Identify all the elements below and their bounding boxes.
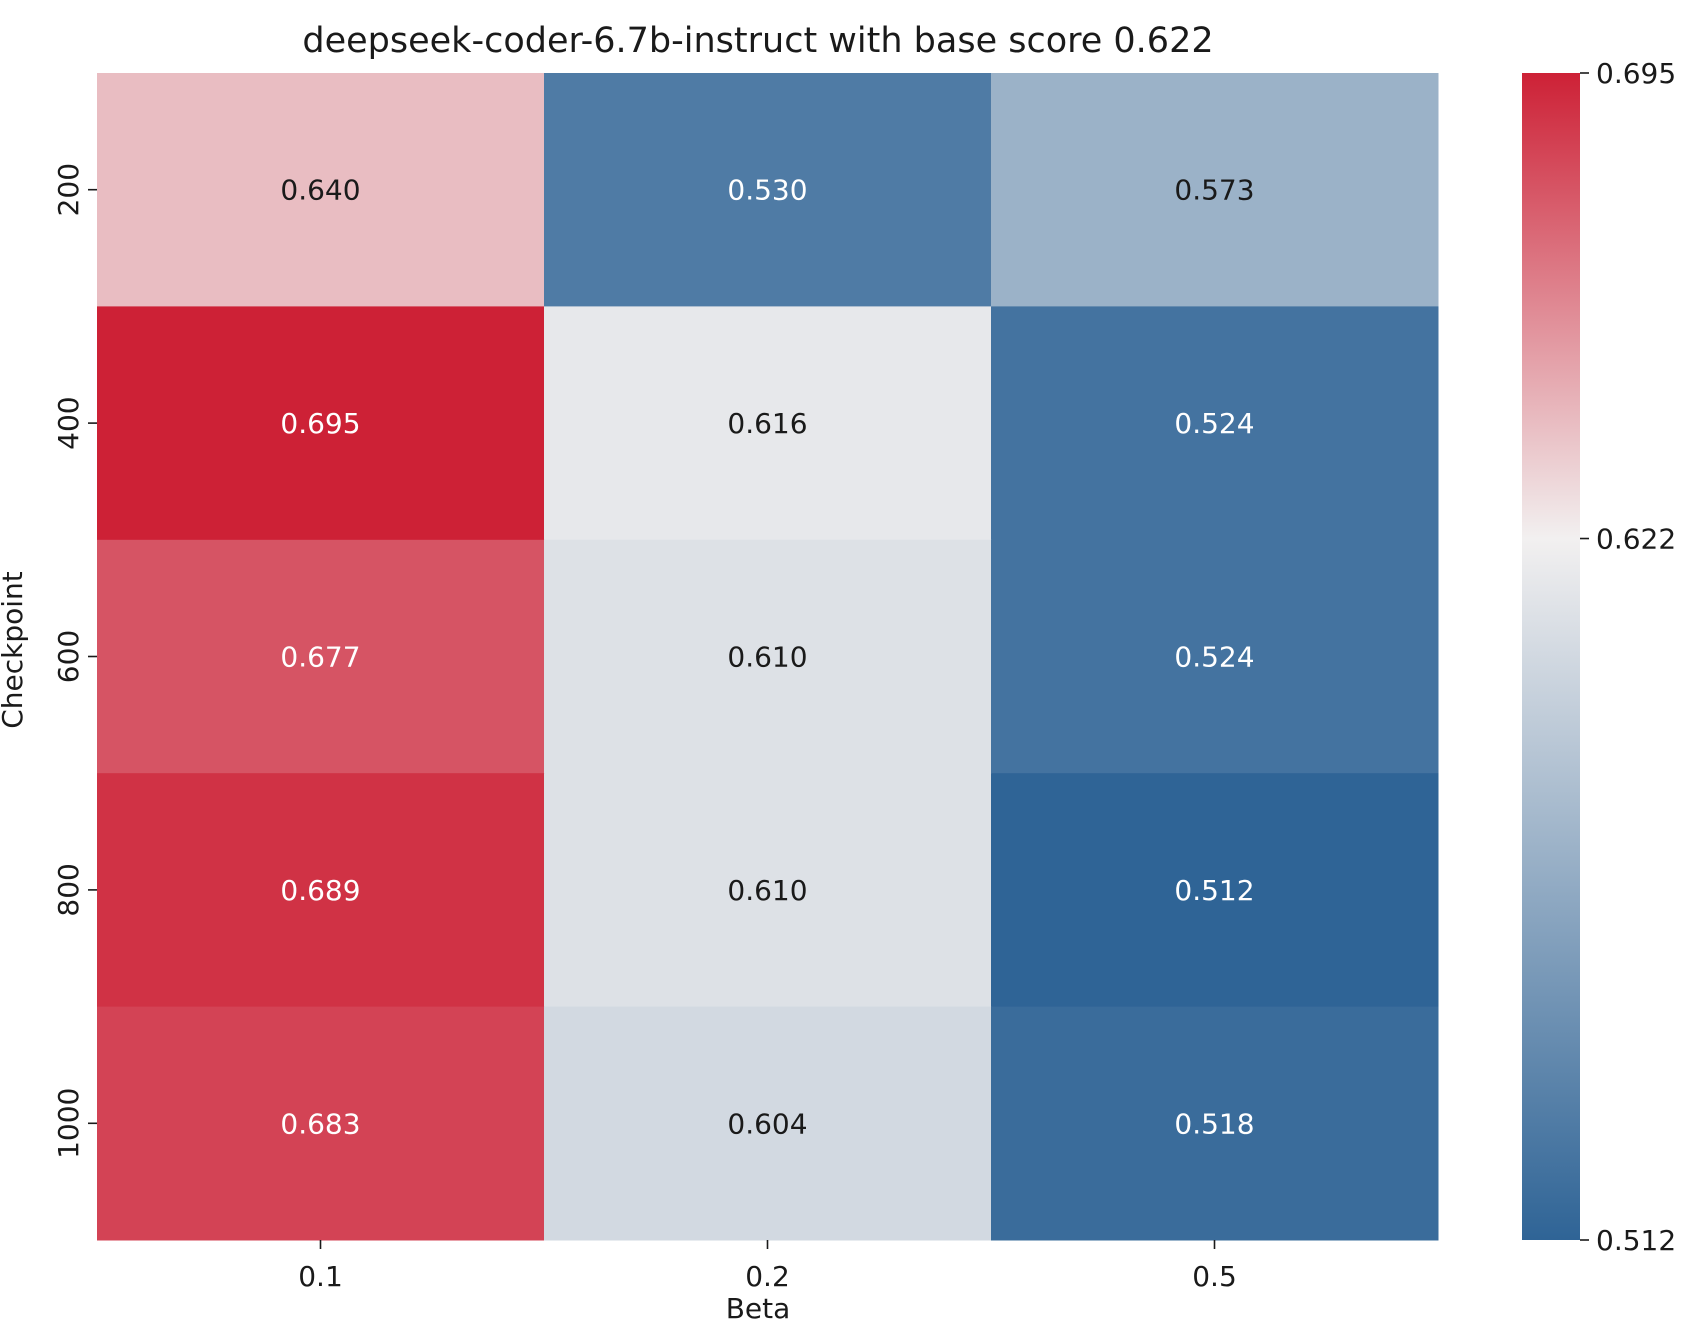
cell-value-label: 0.518: [1174, 1107, 1254, 1140]
heatmap-cell: [544, 773, 992, 1008]
heatmap-cell: [991, 1006, 1439, 1241]
y-tick-label: 200: [52, 163, 85, 216]
cell-value-label: 0.689: [280, 874, 360, 907]
y-tick-label: 600: [52, 630, 85, 683]
y-axis-label: Checkpoint: [0, 571, 29, 729]
chart-title: deepseek-coder-6.7b-instruct with base s…: [302, 21, 1213, 61]
heatmap-cell: [544, 73, 992, 307]
heatmap-cell: [991, 73, 1439, 307]
cell-value-label: 0.530: [727, 174, 807, 207]
cell-value-label: 0.604: [727, 1107, 807, 1140]
cell-value-label: 0.683: [280, 1107, 360, 1140]
heatmap-cells: [97, 73, 1439, 1241]
cell-value-label: 0.616: [727, 407, 807, 440]
cell-value-label: 0.610: [727, 874, 807, 907]
heatmap-cell: [97, 1006, 545, 1241]
heatmap-cell: [97, 306, 545, 541]
heatmap-cell-labels: 0.640 0.530 0.573 0.695 0.616 0.524 0.677 0.610…: [280, 174, 1254, 1141]
x-tick-label: 0.1: [298, 1260, 343, 1293]
y-tick-label: 400: [52, 396, 85, 449]
colorbar-tick-label: 0.512: [1596, 1224, 1676, 1257]
colorbar-tick-label: 0.622: [1596, 523, 1676, 556]
colorbar: [1522, 73, 1580, 1240]
cell-value-label: 0.524: [1174, 407, 1254, 440]
cell-value-label: 0.573: [1174, 174, 1254, 207]
x-tick-label: 0.2: [745, 1260, 790, 1293]
colorbar-tick-label: 0.695: [1596, 57, 1676, 90]
heatmap-cell: [97, 773, 545, 1008]
heatmap-cell: [544, 539, 992, 774]
colorbar-ticks: 0.695 0.622 0.512: [1580, 57, 1676, 1257]
cell-value-label: 0.695: [280, 407, 360, 440]
heatmap-cell: [991, 306, 1439, 541]
x-axis-label: Beta: [726, 1292, 791, 1325]
x-axis: 0.1 0.2 0.5: [298, 1240, 1237, 1293]
y-axis: 200 400 600 800 1000: [52, 163, 97, 1159]
cell-value-label: 0.677: [280, 641, 360, 674]
y-tick-label: 1000: [52, 1088, 85, 1159]
cell-value-label: 0.640: [280, 174, 360, 207]
cell-value-label: 0.524: [1174, 641, 1254, 674]
cell-value-label: 0.512: [1174, 874, 1254, 907]
x-tick-label: 0.5: [1192, 1260, 1237, 1293]
heatmap-cell: [544, 1006, 992, 1241]
y-tick-label: 800: [52, 863, 85, 916]
heatmap-cell: [544, 306, 992, 541]
heatmap-cell: [991, 773, 1439, 1008]
heatmap-cell: [97, 539, 545, 774]
cell-value-label: 0.610: [727, 641, 807, 674]
heatmap-cell: [991, 539, 1439, 774]
heatmap-cell: [97, 73, 545, 307]
